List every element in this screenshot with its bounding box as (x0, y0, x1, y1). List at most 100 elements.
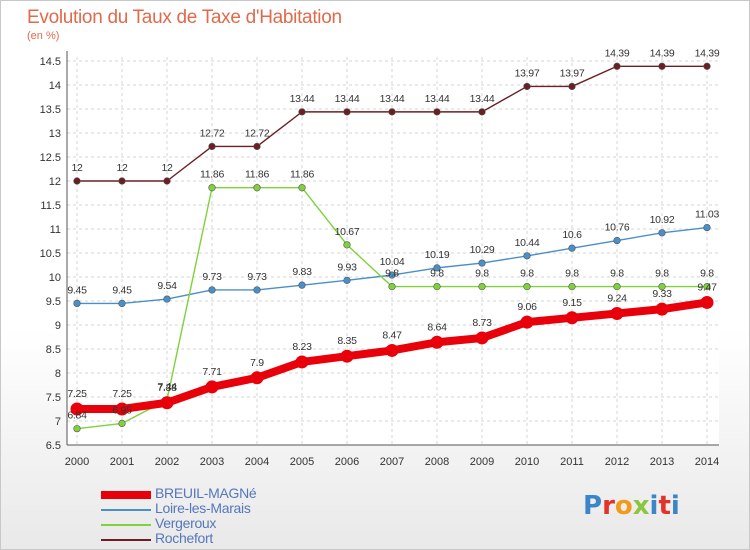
x-tick-label: 2009 (470, 456, 494, 468)
data-point (340, 349, 354, 363)
data-point (160, 396, 174, 410)
y-tick-label: 11.5 (40, 200, 61, 212)
data-label: 9.8 (385, 268, 399, 280)
data-label: 10.76 (605, 222, 630, 234)
data-label: 9.45 (112, 284, 132, 296)
y-tick-label: 7.5 (46, 392, 61, 404)
data-label: 10.19 (425, 249, 450, 261)
legend-label: BREUIL-MAGNé (155, 485, 257, 501)
x-tick-label: 2014 (695, 456, 719, 468)
y-tick-label: 9 (55, 320, 61, 332)
data-label: 9.8 (655, 268, 669, 280)
data-label: 9.8 (700, 268, 714, 280)
data-label: 10.67 (335, 226, 360, 238)
data-point (295, 355, 309, 369)
data-point (610, 306, 624, 320)
y-tick-label: 14.5 (40, 56, 61, 68)
data-point (613, 236, 621, 245)
data-point (565, 311, 579, 325)
data-point (208, 184, 216, 192)
data-label: 9.06 (517, 301, 537, 313)
data-point (613, 62, 621, 70)
data-point (388, 271, 396, 279)
y-tick-label: 9.5 (46, 296, 61, 308)
data-label: 9.24 (607, 292, 627, 304)
legend-label: Rochefort (155, 530, 213, 546)
data-point (655, 302, 669, 316)
data-point (343, 241, 351, 249)
x-tick-label: 2011 (560, 456, 584, 468)
legend-swatch (101, 524, 151, 526)
data-point (703, 283, 711, 291)
legend-swatch (101, 491, 151, 499)
data-label: 9.54 (157, 280, 177, 292)
data-label: 9.8 (565, 268, 579, 280)
data-label: 7.25 (112, 388, 132, 400)
y-tick-label: 12 (49, 176, 61, 188)
y-tick-label: 10.5 (40, 248, 61, 260)
data-label: 6.84 (67, 410, 87, 422)
data-label: 14.39 (650, 47, 675, 59)
data-point (205, 380, 219, 394)
data-point (568, 82, 576, 91)
data-point (253, 142, 261, 151)
y-tick-label: 13.5 (40, 104, 61, 116)
data-label: 9.33 (652, 288, 672, 300)
data-point (118, 299, 126, 308)
data-label: 7.25 (67, 388, 87, 400)
data-label: 10.29 (470, 244, 495, 256)
data-point (388, 283, 396, 291)
x-tick-label: 2004 (245, 456, 269, 468)
x-tick-label: 2005 (290, 456, 314, 468)
x-tick-label: 2010 (515, 456, 539, 468)
x-tick-label: 2013 (650, 456, 674, 468)
y-tick-label: 8.5 (46, 344, 61, 356)
data-label: 14.39 (695, 47, 720, 59)
x-tick-label: 2007 (380, 456, 404, 468)
data-label: 13.97 (515, 67, 540, 79)
data-point (115, 402, 129, 416)
data-point (523, 82, 531, 91)
data-label: 14.39 (605, 47, 630, 59)
data-label: 12.72 (245, 127, 270, 139)
data-label: 9.15 (562, 297, 582, 309)
data-point (433, 283, 441, 291)
data-point (343, 276, 351, 284)
legend-swatch (101, 509, 151, 511)
series-2 (73, 184, 711, 433)
data-label: 12.72 (200, 127, 225, 139)
data-point (475, 331, 489, 345)
data-point (658, 283, 666, 291)
data-point (298, 281, 306, 289)
data-label: 13.44 (470, 93, 495, 105)
x-tick-label: 2002 (155, 456, 179, 468)
data-label: 11.86 (245, 169, 269, 181)
x-tick-label: 2000 (65, 456, 89, 468)
data-point (568, 283, 576, 291)
data-label: 13.44 (425, 93, 450, 105)
data-point (253, 286, 261, 294)
data-label: 9.8 (520, 268, 534, 280)
data-point (523, 252, 531, 260)
data-point (433, 108, 441, 116)
data-label: 13.44 (380, 93, 405, 105)
data-point (298, 184, 306, 192)
x-tick-label: 2012 (605, 456, 629, 468)
data-label: 10.92 (650, 214, 675, 226)
data-label: 9.73 (202, 271, 222, 283)
data-label: 9.45 (67, 284, 87, 296)
data-point (478, 108, 486, 116)
data-label: 9.8 (475, 268, 489, 280)
data-label: 10.44 (515, 237, 540, 249)
y-tick-label: 13 (49, 128, 61, 140)
data-point (208, 142, 216, 151)
data-label: 13.97 (560, 67, 585, 79)
data-label: 8.35 (337, 335, 357, 347)
x-tick-label: 2006 (335, 456, 359, 468)
data-point (430, 335, 444, 349)
legend-label: Loire-les-Marais (155, 500, 251, 516)
data-point (73, 177, 81, 185)
data-point (250, 371, 264, 385)
